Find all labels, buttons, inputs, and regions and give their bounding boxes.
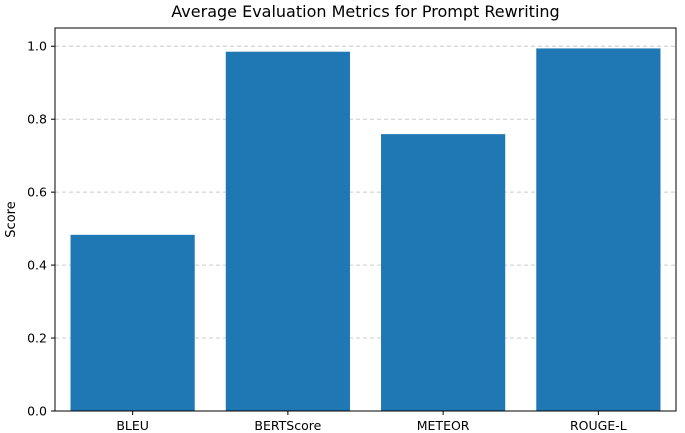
y-tick-label: 0.2 xyxy=(27,331,47,346)
x-tick-label: BLEU xyxy=(116,418,149,433)
y-tick-label: 0.6 xyxy=(27,185,47,200)
bar-rouge-l xyxy=(536,48,661,411)
x-axis-ticks: BLEU BERTScore METEOR ROUGE-L xyxy=(116,411,627,433)
bar-bleu xyxy=(70,234,195,411)
x-tick-label: ROUGE-L xyxy=(570,418,627,433)
y-tick-label: 0.8 xyxy=(27,112,47,127)
bars xyxy=(70,48,661,411)
y-axis-ticks: 0.0 0.2 0.4 0.6 0.8 1.0 xyxy=(27,39,55,419)
x-tick-label: BERTScore xyxy=(254,418,321,433)
bar-meteor xyxy=(381,134,506,411)
y-axis-label: Score xyxy=(4,201,19,237)
x-tick-label: METEOR xyxy=(417,418,470,433)
bar-bertscore xyxy=(225,51,350,411)
y-tick-label: 0.4 xyxy=(27,258,47,273)
y-tick-label: 1.0 xyxy=(27,39,47,54)
plot-area-frame xyxy=(54,27,677,412)
y-tick-label: 0.0 xyxy=(27,404,47,419)
chart-title: Average Evaluation Metrics for Prompt Re… xyxy=(171,2,559,21)
